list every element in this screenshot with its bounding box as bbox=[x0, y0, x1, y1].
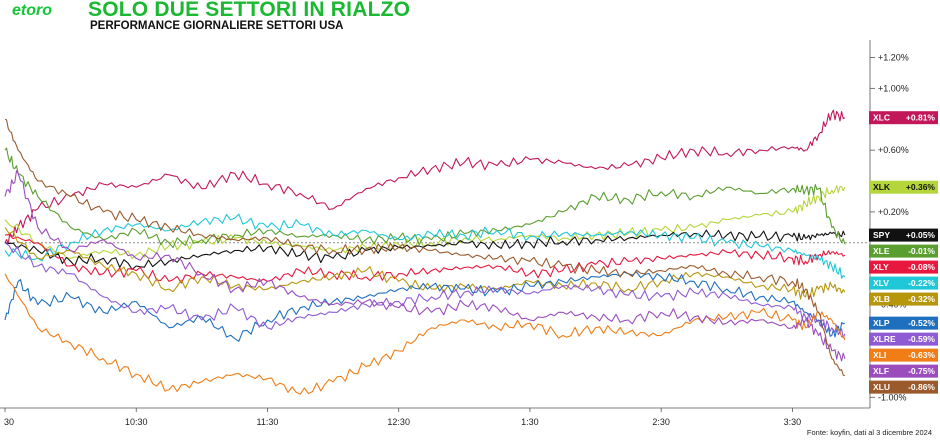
legend-series-value: -0.59% bbox=[908, 334, 935, 344]
legend-tag-xlc: XLC +0.81% bbox=[869, 111, 938, 125]
legend-tag-xlp: XLP -0.52% bbox=[869, 316, 938, 330]
legend-series-name: XLI bbox=[873, 350, 886, 360]
legend-series-value: -0.01% bbox=[908, 246, 935, 256]
series-line-xlre bbox=[4, 242, 846, 339]
legend-tag-background bbox=[869, 260, 938, 274]
legend-tag-xly: XLY -0.08% bbox=[869, 260, 938, 274]
series-line-xly bbox=[4, 234, 846, 284]
legend-tag-xle: XLE -0.01% bbox=[869, 244, 938, 258]
series-line-xlu bbox=[4, 118, 846, 377]
series-line-xlf bbox=[4, 170, 846, 362]
legend-tag-background bbox=[869, 380, 938, 394]
legend-tag-xlk: XLK +0.36% bbox=[869, 180, 938, 194]
legend-series-value: +0.36% bbox=[906, 182, 936, 192]
x-tick-label: 12:30 bbox=[387, 417, 410, 427]
legend-series-name: XLP bbox=[873, 318, 890, 328]
legend-tag-background bbox=[869, 364, 938, 378]
y-tick-label: +1.20% bbox=[878, 52, 909, 62]
y-tick-label: +1.00% bbox=[878, 83, 909, 93]
legend-series-value: -0.32% bbox=[908, 294, 935, 304]
legend-tag-background bbox=[869, 332, 938, 346]
y-tick-label: +0.20% bbox=[878, 207, 909, 217]
legend-series-name: XLU bbox=[873, 382, 890, 392]
series-line-xlk bbox=[4, 185, 846, 259]
legend-tag-xlre: XLRE -0.59% bbox=[869, 332, 938, 346]
x-tick-label: 10:30 bbox=[125, 417, 148, 427]
legend-series-name: XLRE bbox=[873, 334, 896, 344]
legend-tag-background bbox=[869, 111, 938, 125]
legend-series-name: XLV bbox=[873, 278, 889, 288]
legend-series-value: -0.75% bbox=[908, 366, 935, 376]
y-tick-label: -1.00% bbox=[878, 392, 907, 402]
series-line-xlb bbox=[4, 227, 846, 300]
chart-title: SOLO DUE SETTORI IN RIALZO bbox=[88, 0, 411, 21]
x-tick-label: 3:30 bbox=[784, 417, 802, 427]
x-tick-label: 2:30 bbox=[652, 417, 670, 427]
legend-series-value: -0.86% bbox=[908, 382, 935, 392]
x-tick-label: 11:30 bbox=[257, 417, 279, 427]
legend-tag-background bbox=[869, 244, 938, 258]
legend-series-value: -0.22% bbox=[908, 278, 935, 288]
legend-series-name: XLB bbox=[873, 294, 890, 304]
x-tick-label: 1:30 bbox=[521, 417, 539, 427]
legend-tag-xlf: XLF -0.75% bbox=[869, 364, 938, 378]
series-line-xle bbox=[4, 147, 846, 249]
legend-tag-xlb: XLB -0.32% bbox=[869, 292, 938, 306]
series-line-xli bbox=[4, 273, 846, 395]
legend-tag-background bbox=[869, 348, 938, 362]
legend-series-value: -0.52% bbox=[908, 318, 935, 328]
x-tick-label: 30 bbox=[4, 417, 14, 427]
chart-subtitle: PERFORMANCE GIORNALIERE SETTORI USA bbox=[90, 20, 344, 32]
legend-series-name: XLF bbox=[873, 366, 889, 376]
legend-series-value: -0.63% bbox=[908, 350, 935, 360]
etoro-logo: etoro bbox=[12, 2, 52, 19]
series-line-xlc bbox=[4, 109, 846, 244]
legend-tag-xli: XLI -0.63% bbox=[869, 348, 938, 362]
legend-series-name: SPY bbox=[873, 230, 890, 240]
legend-series-name: XLE bbox=[873, 246, 890, 256]
legend-tag-background bbox=[869, 316, 938, 330]
legend-tag-xlu: XLU -0.86% bbox=[869, 380, 938, 394]
legend-tag-xlv: XLV -0.22% bbox=[869, 276, 938, 290]
legend-tag-spy: SPY +0.05% bbox=[869, 228, 938, 242]
legend-tag-background bbox=[869, 228, 938, 242]
legend-series-value: +0.81% bbox=[906, 113, 936, 123]
legend-series-value: +0.05% bbox=[906, 230, 936, 240]
legend-series-value: -0.08% bbox=[908, 262, 935, 272]
legend-tag-background bbox=[869, 276, 938, 290]
y-tick-label: +0.60% bbox=[878, 145, 909, 155]
series-line-spy bbox=[4, 229, 846, 270]
series-line-xlv bbox=[4, 213, 846, 279]
legend-tag-background bbox=[869, 292, 938, 306]
legend-series-name: XLK bbox=[873, 182, 891, 192]
legend-tag-background bbox=[869, 180, 938, 194]
series-line-xlp bbox=[4, 271, 846, 342]
source-note: Fonte: koyfin, dati al 3 dicembre 2024 bbox=[806, 428, 932, 437]
legend-series-name: XLC bbox=[873, 113, 890, 123]
legend-series-name: XLY bbox=[873, 262, 889, 272]
